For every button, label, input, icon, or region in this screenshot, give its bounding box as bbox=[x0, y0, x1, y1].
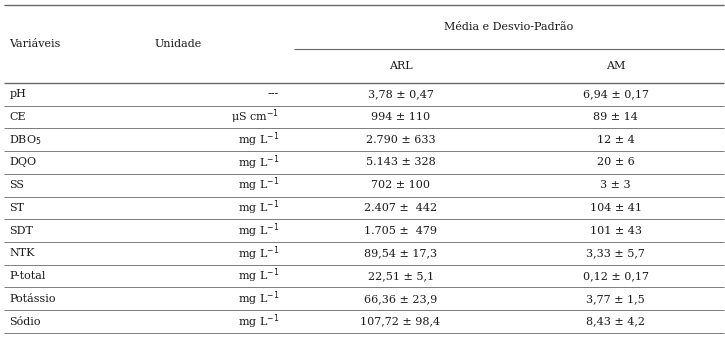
Text: 2.790 ± 633: 2.790 ± 633 bbox=[365, 135, 436, 145]
Text: DQO: DQO bbox=[9, 158, 36, 167]
Text: P-total: P-total bbox=[9, 271, 46, 281]
Text: 1.705 ±  479: 1.705 ± 479 bbox=[364, 225, 437, 236]
Text: ARL: ARL bbox=[389, 61, 413, 71]
Text: CE: CE bbox=[9, 112, 26, 122]
Text: μS cm$^{-1}$: μS cm$^{-1}$ bbox=[231, 107, 279, 126]
Text: 66,36 ± 23,9: 66,36 ± 23,9 bbox=[364, 294, 437, 304]
Text: ---: --- bbox=[268, 89, 279, 99]
Text: mg L$^{-1}$: mg L$^{-1}$ bbox=[238, 153, 279, 172]
Text: pH: pH bbox=[9, 89, 26, 99]
Text: 101 ± 43: 101 ± 43 bbox=[589, 225, 642, 236]
Text: 8,43 ± 4,2: 8,43 ± 4,2 bbox=[586, 317, 645, 327]
Text: 3,77 ± 1,5: 3,77 ± 1,5 bbox=[586, 294, 645, 304]
Text: 20 ± 6: 20 ± 6 bbox=[597, 158, 634, 167]
Text: Potássio: Potássio bbox=[9, 294, 56, 304]
Text: 3 ± 3: 3 ± 3 bbox=[600, 180, 631, 190]
Text: NTK: NTK bbox=[9, 248, 35, 258]
Text: 702 ± 100: 702 ± 100 bbox=[371, 180, 430, 190]
Text: AM: AM bbox=[606, 61, 625, 71]
Text: ST: ST bbox=[9, 203, 25, 213]
Text: 3,33 ± 5,7: 3,33 ± 5,7 bbox=[586, 248, 645, 258]
Text: mg L$^{-1}$: mg L$^{-1}$ bbox=[238, 221, 279, 240]
Text: 6,94 ± 0,17: 6,94 ± 0,17 bbox=[582, 89, 649, 99]
Text: Média e Desvio-Padrão: Média e Desvio-Padrão bbox=[444, 22, 573, 32]
Text: mg L$^{-1}$: mg L$^{-1}$ bbox=[238, 176, 279, 194]
Text: 994 ± 110: 994 ± 110 bbox=[371, 112, 430, 122]
Text: SDT: SDT bbox=[9, 225, 33, 236]
Text: Unidade: Unidade bbox=[154, 39, 202, 49]
Text: 22,51 ± 5,1: 22,51 ± 5,1 bbox=[368, 271, 434, 281]
Text: 0,12 ± 0,17: 0,12 ± 0,17 bbox=[582, 271, 649, 281]
Text: 5.143 ± 328: 5.143 ± 328 bbox=[365, 158, 436, 167]
Text: mg L$^{-1}$: mg L$^{-1}$ bbox=[238, 267, 279, 285]
Text: 89 ± 14: 89 ± 14 bbox=[593, 112, 638, 122]
Text: mg L$^{-1}$: mg L$^{-1}$ bbox=[238, 198, 279, 217]
Text: 2.407 ±  442: 2.407 ± 442 bbox=[364, 203, 437, 213]
Text: mg L$^{-1}$: mg L$^{-1}$ bbox=[238, 130, 279, 149]
Text: DBO$_5$: DBO$_5$ bbox=[9, 133, 42, 147]
Text: 89,54 ± 17,3: 89,54 ± 17,3 bbox=[364, 248, 437, 258]
Text: Variáveis: Variáveis bbox=[9, 39, 61, 49]
Text: mg L$^{-1}$: mg L$^{-1}$ bbox=[238, 312, 279, 331]
Text: 104 ± 41: 104 ± 41 bbox=[589, 203, 642, 213]
Text: Sódio: Sódio bbox=[9, 317, 41, 327]
Text: SS: SS bbox=[9, 180, 25, 190]
Text: 3,78 ± 0,47: 3,78 ± 0,47 bbox=[368, 89, 434, 99]
Text: mg L$^{-1}$: mg L$^{-1}$ bbox=[238, 290, 279, 308]
Text: mg L$^{-1}$: mg L$^{-1}$ bbox=[238, 244, 279, 263]
Text: 107,72 ± 98,4: 107,72 ± 98,4 bbox=[360, 317, 441, 327]
Text: 12 ± 4: 12 ± 4 bbox=[597, 135, 634, 145]
